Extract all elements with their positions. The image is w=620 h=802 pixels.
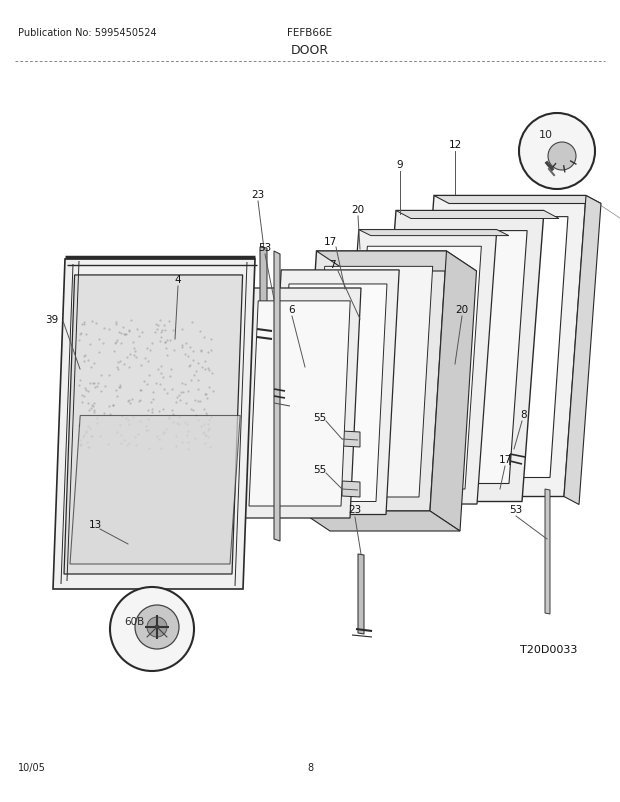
Text: 23: 23 [348, 504, 361, 514]
Polygon shape [300, 252, 446, 512]
Polygon shape [545, 489, 550, 614]
Text: 23: 23 [251, 190, 265, 200]
Polygon shape [412, 196, 586, 497]
Polygon shape [300, 512, 460, 532]
Polygon shape [396, 211, 559, 219]
Text: 17: 17 [324, 237, 337, 247]
Circle shape [110, 587, 194, 671]
Text: 53: 53 [510, 504, 523, 514]
Polygon shape [70, 416, 240, 565]
Polygon shape [434, 196, 601, 205]
Text: 17: 17 [498, 455, 511, 464]
Text: DOOR: DOOR [291, 44, 329, 57]
Text: 7: 7 [329, 260, 335, 269]
Polygon shape [374, 211, 544, 502]
Text: 8: 8 [521, 410, 528, 419]
Text: 55: 55 [313, 412, 327, 423]
Text: 13: 13 [89, 520, 102, 529]
Polygon shape [268, 270, 399, 515]
Polygon shape [564, 196, 601, 505]
Text: 20: 20 [456, 305, 469, 314]
Polygon shape [64, 276, 242, 574]
Text: 10/05: 10/05 [18, 762, 46, 772]
Polygon shape [311, 267, 433, 497]
Circle shape [548, 143, 576, 171]
Polygon shape [387, 231, 527, 484]
Text: 10: 10 [539, 130, 553, 140]
Polygon shape [358, 554, 364, 634]
Circle shape [147, 618, 167, 638]
Text: 12: 12 [448, 140, 462, 150]
Text: 53: 53 [259, 243, 272, 253]
Text: 4: 4 [175, 274, 181, 285]
Polygon shape [342, 431, 360, 448]
Polygon shape [430, 252, 477, 532]
Text: 20: 20 [352, 205, 365, 215]
Text: 60B: 60B [124, 616, 144, 626]
Polygon shape [249, 302, 350, 506]
Polygon shape [426, 217, 568, 478]
Text: 8: 8 [307, 762, 313, 772]
Polygon shape [300, 370, 320, 429]
Polygon shape [260, 248, 267, 429]
Polygon shape [240, 289, 361, 518]
Text: FEFB66E: FEFB66E [288, 28, 332, 38]
Circle shape [519, 114, 595, 190]
Polygon shape [342, 481, 360, 497]
Polygon shape [278, 285, 387, 502]
Text: T20D0033: T20D0033 [520, 644, 577, 654]
Polygon shape [316, 252, 477, 272]
Circle shape [135, 606, 179, 649]
Polygon shape [359, 230, 509, 237]
Text: 6: 6 [289, 305, 295, 314]
Text: Publication No: 5995450524: Publication No: 5995450524 [18, 28, 157, 38]
Polygon shape [339, 230, 497, 504]
Text: 39: 39 [45, 314, 59, 325]
Text: 55: 55 [313, 464, 327, 475]
Polygon shape [53, 260, 255, 589]
Polygon shape [274, 252, 280, 541]
Text: 9: 9 [397, 160, 404, 170]
Polygon shape [351, 247, 481, 489]
